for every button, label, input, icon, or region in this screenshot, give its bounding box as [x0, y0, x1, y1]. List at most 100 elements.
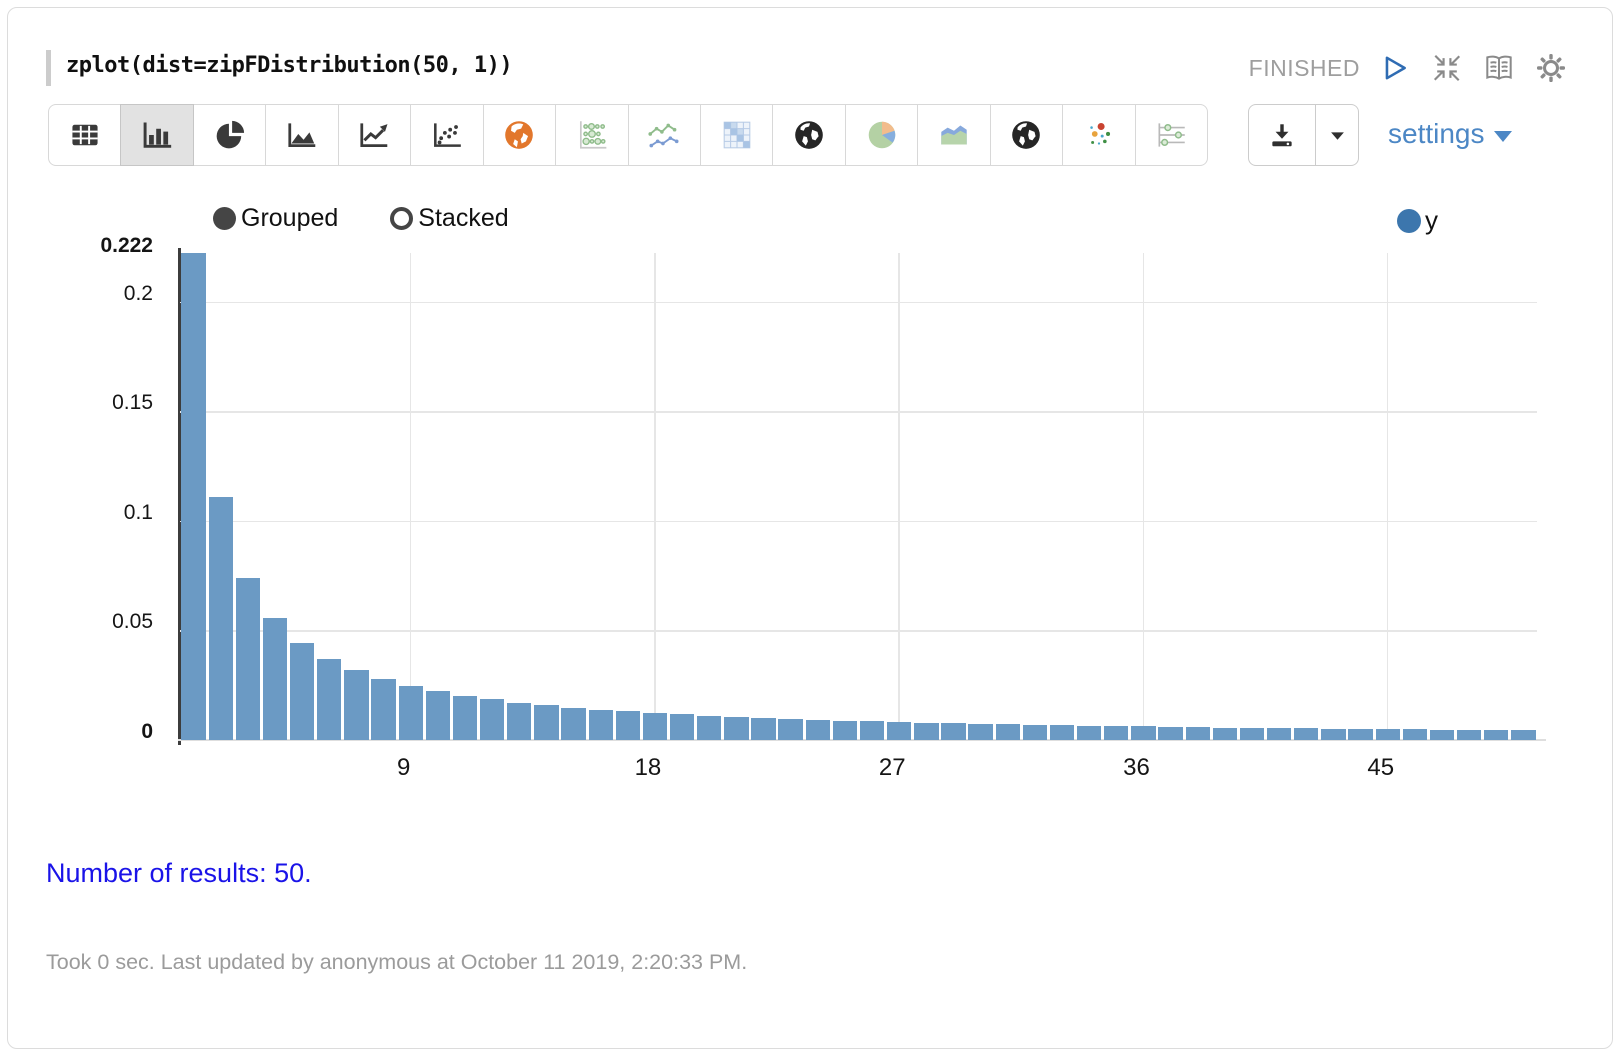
x-axis-tick-label: 45	[1367, 754, 1395, 781]
chart-bar[interactable]	[1022, 724, 1048, 740]
chart-type-pie-chart[interactable]	[192, 104, 267, 166]
legend-item-y[interactable]: y	[1397, 205, 1438, 236]
chart-type-line-chart[interactable]	[337, 104, 412, 166]
chart-vertical-gridline	[654, 253, 656, 740]
settings-dropdown[interactable]: settings	[1388, 118, 1512, 150]
chart-type-table[interactable]	[48, 104, 122, 166]
chart-type-area-color[interactable]	[917, 104, 991, 166]
chart-bar[interactable]	[1321, 728, 1346, 740]
legend-label: y	[1425, 205, 1438, 235]
run-icon[interactable]	[1378, 51, 1412, 85]
chart-bar[interactable]	[371, 679, 396, 740]
chart-vertical-gridline	[1386, 253, 1389, 740]
chart-bar[interactable]	[1348, 728, 1373, 740]
chart-horizontal-gridline	[180, 411, 1537, 413]
paragraph-status-row: FINISHED	[1249, 48, 1568, 88]
chart-bar[interactable]	[724, 716, 749, 740]
stacked-radio[interactable]: Stacked	[390, 204, 509, 233]
bar-chart-plot	[178, 248, 1546, 745]
bubble-chart-icon	[575, 119, 609, 151]
chart-bar[interactable]	[697, 715, 722, 740]
y-axis-tick-label: 0.222	[100, 233, 153, 257]
chevron-down-icon	[1493, 130, 1512, 142]
chart-bar[interactable]	[1429, 729, 1455, 740]
chart-horizontal-gridline	[180, 520, 1537, 523]
y-axis-tick-label: 0.2	[123, 281, 153, 305]
chart-type-area-chart[interactable]	[265, 104, 339, 166]
chart-bar[interactable]	[398, 685, 423, 740]
chart-bar[interactable]	[1375, 729, 1400, 740]
chart-type-globe-orange[interactable]	[482, 104, 557, 166]
download-icon	[1267, 121, 1297, 149]
chart-bar[interactable]	[1212, 727, 1238, 740]
chart-bar[interactable]	[181, 253, 206, 740]
chart-bar[interactable]	[507, 702, 532, 740]
chart-type-scatter-chart[interactable]	[410, 104, 484, 166]
chart-bar[interactable]	[914, 722, 939, 740]
chart-bar[interactable]	[289, 642, 315, 740]
line-chart-icon	[357, 120, 391, 150]
sliders-icon	[1153, 119, 1189, 151]
chart-bar[interactable]	[669, 714, 695, 740]
chart-type-globe-dark2[interactable]	[989, 104, 1064, 166]
chart-bar[interactable]	[588, 709, 613, 740]
chart-bar[interactable]	[615, 711, 640, 740]
chart-bar[interactable]	[425, 691, 450, 740]
chart-bar[interactable]	[262, 618, 288, 740]
code-editor-line[interactable]: zplot(dist=zipFDistribution(50, 1))	[66, 53, 513, 78]
chart-bar[interactable]	[208, 496, 233, 740]
chart-type-scatter-color[interactable]	[1062, 104, 1136, 166]
chart-bar[interactable]	[1185, 727, 1210, 740]
chart-bar[interactable]	[642, 712, 668, 740]
chart-bar[interactable]	[317, 658, 342, 740]
chart-bar[interactable]	[887, 721, 912, 740]
chart-bar[interactable]	[1456, 729, 1482, 740]
x-axis-tick-label: 36	[1123, 754, 1150, 781]
chart-bar[interactable]	[452, 695, 478, 740]
chart-type-multi-line-chart[interactable]	[627, 104, 701, 166]
grouped-radio[interactable]: Grouped	[213, 204, 338, 233]
chart-bar[interactable]	[1239, 727, 1265, 740]
chart-bar[interactable]	[1131, 726, 1156, 740]
chart-bar[interactable]	[235, 577, 260, 740]
download-button[interactable]	[1248, 104, 1316, 166]
x-axis-tick-label: 18	[634, 754, 662, 781]
chart-bar[interactable]	[479, 699, 505, 740]
chart-type-sliders[interactable]	[1134, 104, 1208, 166]
chart-bar[interactable]	[1267, 728, 1292, 740]
chart-bar[interactable]	[1158, 726, 1183, 740]
table-icon	[69, 121, 101, 149]
book-icon[interactable]	[1482, 51, 1516, 85]
chart-bar[interactable]	[751, 717, 776, 740]
scatter-chart-icon	[430, 120, 464, 150]
download-options-button[interactable]	[1316, 104, 1359, 166]
chart-bar[interactable]	[968, 723, 993, 740]
chart-type-globe-dark[interactable]	[772, 104, 846, 166]
collapse-icon[interactable]	[1430, 51, 1464, 85]
chart-type-heatmap[interactable]	[699, 104, 774, 166]
chart-bar[interactable]	[561, 707, 586, 740]
chart-bar[interactable]	[1104, 726, 1129, 740]
chart-bar[interactable]	[1402, 729, 1428, 740]
chart-type-bar-chart[interactable]	[120, 104, 194, 166]
chart-bar[interactable]	[1294, 728, 1319, 740]
chart-bar[interactable]	[1049, 725, 1075, 740]
chart-bar[interactable]	[1511, 730, 1536, 740]
chart-bar[interactable]	[1484, 730, 1509, 740]
paragraph-footer-status: Took 0 sec. Last updated by anonymous at…	[46, 950, 748, 974]
gear-icon[interactable]	[1534, 51, 1568, 85]
chart-bar[interactable]	[995, 724, 1020, 740]
chart-bar[interactable]	[832, 720, 858, 740]
chart-type-bubble-chart[interactable]	[555, 104, 629, 166]
chart-bar[interactable]	[805, 719, 830, 740]
chart-bar[interactable]	[534, 705, 559, 740]
chart-type-pie-color[interactable]	[844, 104, 919, 166]
chart-vertical-gridline	[409, 253, 412, 740]
status-badge: FINISHED	[1248, 54, 1360, 81]
chart-bar[interactable]	[778, 718, 803, 740]
chart-bar[interactable]	[859, 721, 885, 740]
chart-bar[interactable]	[941, 723, 966, 740]
grouped-label: Grouped	[241, 204, 339, 232]
chart-bar[interactable]	[344, 670, 369, 740]
chart-bar[interactable]	[1077, 725, 1102, 740]
